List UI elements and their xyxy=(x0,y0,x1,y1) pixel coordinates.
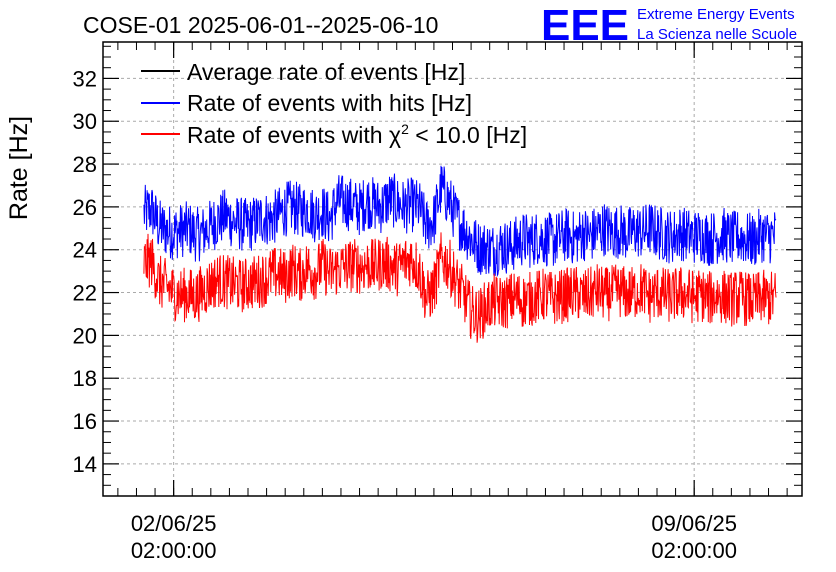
legend-label-chi2: Rate of events with χ2 < 10.0 [Hz] xyxy=(187,121,527,148)
legend-label-chi2-sup: 2 xyxy=(401,121,409,137)
x-tick-label-time: 02:00:00 xyxy=(131,538,217,563)
y-axis-label: Rate [Hz] xyxy=(5,116,33,220)
eee-logo-mark: EEE xyxy=(541,1,629,50)
x-tick-label-date: 02/06/25 xyxy=(131,511,217,536)
y-tick-label: 32 xyxy=(73,66,97,91)
eee-logo: EEE Extreme Energy Events La Scienza nel… xyxy=(541,1,797,50)
chart-title: COSE-01 2025-06-01--2025-06-10 xyxy=(83,12,438,38)
series-line-2 xyxy=(143,232,777,343)
y-tick-label: 20 xyxy=(73,323,97,348)
legend-label-chi2-main: Rate of events with χ xyxy=(187,122,401,148)
legend-label-average: Average rate of events [Hz] xyxy=(187,59,465,85)
y-tick-label: 18 xyxy=(73,366,97,391)
legend-label-chi2-end: < 10.0 [Hz] xyxy=(409,122,527,148)
y-axis: 14 16 18 20 22 24 26 28 30 32 xyxy=(73,45,802,497)
logo-line-1: Extreme Energy Events xyxy=(637,6,795,23)
grid xyxy=(103,42,802,496)
y-tick-label: 16 xyxy=(73,409,97,434)
series-line-1 xyxy=(143,165,777,278)
legend-label-hits: Rate of events with hits [Hz] xyxy=(187,90,472,116)
y-tick-label: 30 xyxy=(73,109,97,134)
x-tick-label-date: 09/06/25 xyxy=(651,511,737,536)
y-tick-label: 22 xyxy=(73,281,97,306)
logo-line-2: La Scienza nelle Scuole xyxy=(637,26,797,43)
data-layer xyxy=(143,165,777,343)
y-tick-label: 26 xyxy=(73,195,97,220)
legend: Average rate of events [Hz] Rate of even… xyxy=(141,59,527,148)
y-tick-label: 24 xyxy=(73,238,97,263)
y-tick-label: 28 xyxy=(73,152,97,177)
y-tick-label: 14 xyxy=(73,452,97,477)
x-tick-label-time: 02:00:00 xyxy=(651,538,737,563)
